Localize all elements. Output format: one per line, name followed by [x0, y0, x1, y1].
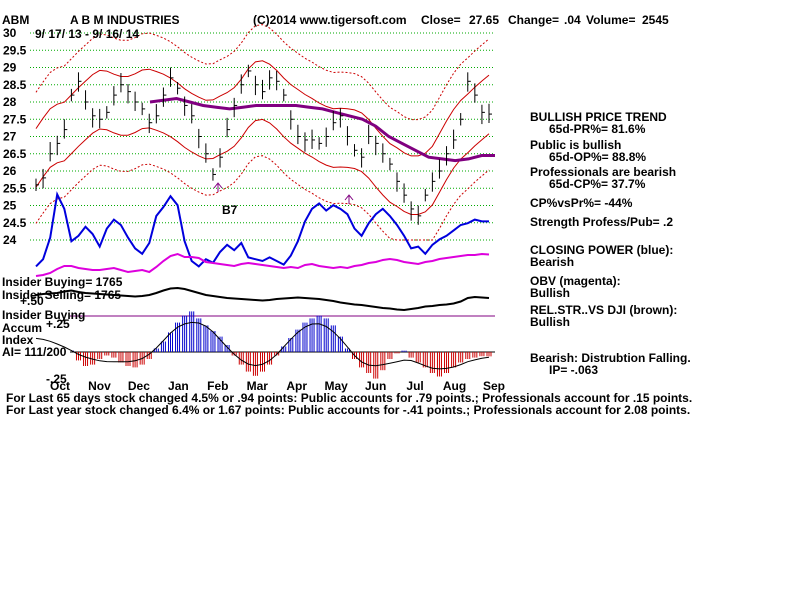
cp-line: 65d-CP%= 37.7% [549, 177, 646, 191]
x-tick-label: Jun [365, 379, 386, 393]
y-axis-ticks: 30 29.5 29 28.5 28 27.5 27 26.5 26 25.5 25 24.5 24 [3, 26, 27, 247]
relstr-value: Bullish [530, 315, 570, 329]
x-tick-label: May [325, 379, 349, 393]
signal-label: B7 [222, 203, 238, 217]
x-tick-label: Dec [128, 379, 150, 393]
obv-line [35, 252, 490, 277]
x-tick-label: Jul [406, 379, 423, 393]
op-line: 65d-OP%= 88.8% [549, 150, 646, 164]
trend-title: BULLISH PRICE TREND [530, 110, 667, 124]
strength: Strength Profess/Pub= .2 [530, 215, 673, 229]
x-tick-label: Jan [168, 379, 189, 393]
outer-lower-band [35, 155, 490, 241]
x-tick-label: Mar [247, 379, 269, 393]
pr-line: 65d-PR%= 81.6% [549, 122, 646, 136]
x-tick-label: Nov [88, 379, 111, 393]
obv-series [35, 252, 490, 277]
closing-power-title: CLOSING POWER (blue): [530, 243, 673, 257]
ma-line [149, 96, 495, 163]
minus25-label: -.25 [46, 372, 67, 386]
company-name: A B M INDUSTRIES [70, 13, 180, 27]
x-axis-ticks: Oct Nov Dec Jan Feb Mar Apr May Jun Jul Aug Sep [50, 379, 505, 393]
insider-selling-label: Insider Selling= 1765 [2, 288, 121, 302]
plus25-label: +.25 [46, 317, 70, 331]
ip-line: IP= -.063 [549, 363, 598, 377]
ai-label: AI= 111/200 [2, 345, 67, 359]
copyright: (C)2014 www.tigersoft.com [253, 13, 407, 27]
envelope-bands [35, 24, 490, 241]
relative-strength-line [35, 286, 495, 317]
outer-upper-band [35, 24, 490, 121]
y-tick-label: 29 [3, 61, 17, 75]
public-title: Public is bullish [530, 138, 621, 152]
y-tick-label: 24.5 [3, 216, 27, 230]
signal-arrow-icon [213, 182, 223, 192]
y-tick-label: 26.5 [3, 147, 27, 161]
change-value: .04 [564, 13, 581, 27]
accumulation-index [35, 311, 495, 379]
closing-power-series [35, 191, 489, 268]
accum-smooth-line [35, 321, 490, 370]
y-tick-label: 30 [3, 26, 17, 40]
y-tick-label: 27 [3, 130, 17, 144]
x-tick-label: Feb [207, 379, 228, 393]
x-tick-label: Sep [483, 379, 505, 393]
insider-buying-label: Insider Buying= 1765 [2, 275, 123, 289]
price-bars [35, 64, 492, 225]
close-label: Close= [421, 13, 461, 27]
index-label: Index [2, 333, 34, 347]
y-tick-label: 29.5 [3, 43, 27, 57]
ai-title: Bearish: Distrubtion Falling. [530, 351, 691, 365]
moving-average [149, 96, 495, 163]
footer-line-1: For Last 65 days stock changed 4.5% or .… [6, 391, 692, 405]
y-tick-label: 27.5 [3, 112, 27, 126]
x-tick-label: Apr [286, 379, 307, 393]
price-grid [30, 32, 495, 241]
relstr-title: REL.STR..VS DJI (brown): [530, 303, 677, 317]
relative-strength-series [35, 286, 490, 312]
volume-value: 2545 [642, 13, 669, 27]
plus50-label: +.50 [20, 294, 44, 308]
cpvspr: CP%vsPr%= -44% [530, 196, 633, 210]
volume-label: Volume= [586, 13, 635, 27]
closing-power-value: Bearish [530, 255, 574, 269]
insider-buying-label-2: Insider Buying [2, 308, 85, 322]
y-tick-label: 28 [3, 95, 17, 109]
close-value: 27.65 [469, 13, 499, 27]
y-tick-label: 25.5 [3, 181, 27, 195]
upper-band [35, 60, 490, 157]
closing-power-line [35, 191, 489, 268]
change-label: Change= [508, 13, 559, 27]
y-tick-label: 28.5 [3, 78, 27, 92]
pros-title: Professionals are bearish [530, 165, 676, 179]
lower-band [35, 118, 490, 215]
date-range: 9/ 17/ 13 - 9/ 16/ 14 [35, 27, 139, 41]
y-tick-label: 25 [3, 199, 17, 213]
obv-value: Bullish [530, 286, 570, 300]
footer-line-2: For Last year stock changed 6.4% or 1.67… [6, 403, 690, 417]
accum-label: Accum [2, 321, 42, 335]
ticker: ABM [2, 13, 29, 27]
x-tick-label: Oct [50, 379, 70, 393]
y-tick-label: 24 [3, 233, 17, 247]
signal-arrow-icon [344, 194, 354, 204]
obv-title: OBV (magenta): [530, 274, 621, 288]
y-tick-label: 26 [3, 164, 17, 178]
x-tick-label: Aug [443, 379, 466, 393]
